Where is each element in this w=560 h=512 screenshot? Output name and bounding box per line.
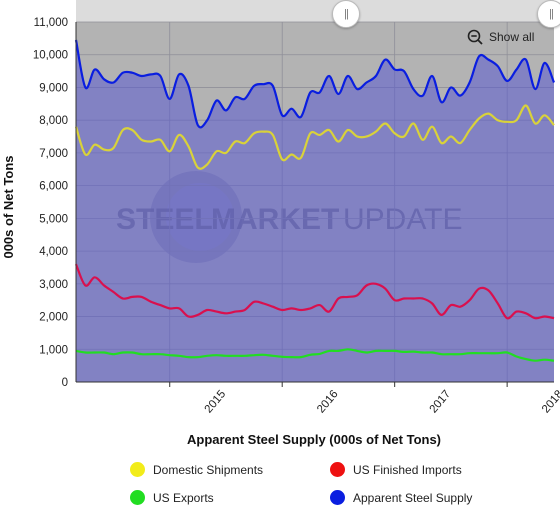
y-tick-label: 7,000 xyxy=(39,148,68,160)
legend-item-domestic-shipments[interactable]: Domestic Shipments xyxy=(130,462,263,477)
legend-color-dot xyxy=(130,462,145,477)
x-tick-label: 2015 xyxy=(203,388,229,415)
series-line-us-finished-imports[interactable] xyxy=(74,263,555,320)
y-tick-label: 3,000 xyxy=(39,279,68,291)
series-line-us-exports[interactable] xyxy=(75,348,555,362)
legend-label: US Exports xyxy=(153,490,214,505)
legend-label: Domestic Shipments xyxy=(153,462,264,477)
series-line-domestic-shipments[interactable] xyxy=(74,104,555,170)
legend-item-apparent-steel-supply[interactable]: Apparent Steel Supply xyxy=(330,490,472,505)
legend-color-dot xyxy=(330,490,345,505)
y-tick-label: 2,000 xyxy=(39,312,68,324)
show-all-button[interactable]: Show all xyxy=(467,29,534,45)
range-selector-band[interactable] xyxy=(76,0,554,22)
x-axis-title: Apparent Steel Supply (000s of Net Tons) xyxy=(187,432,441,447)
zoom-out-icon xyxy=(467,29,483,45)
x-tick-label: 2018 xyxy=(540,388,560,415)
y-tick-label: 6,000 xyxy=(39,181,68,193)
y-tick-label: 0 xyxy=(62,377,68,389)
grip-icon: || xyxy=(344,8,349,20)
y-tick-label: 10,000 xyxy=(33,50,68,62)
legend-color-dot xyxy=(330,462,345,477)
y-axis-ticks: 0 1,000 2,000 3,000 4,000 5,000 6,000 7,000 8,00… xyxy=(33,17,68,389)
y-tick-label: 8,000 xyxy=(39,115,68,127)
y-axis-title: 000s of Net Tons xyxy=(1,155,16,258)
legend-color-dot xyxy=(130,490,145,505)
range-handle-right[interactable]: || xyxy=(537,0,560,28)
show-all-label: Show all xyxy=(489,30,535,44)
grip-icon: || xyxy=(549,8,554,20)
legend-label: US Finished Imports xyxy=(353,462,462,477)
range-handle-left[interactable]: || xyxy=(332,0,360,28)
legend: Domestic Shipments US Finished Imports US … xyxy=(130,462,550,512)
axes xyxy=(75,22,554,383)
y-tick-label: 9,000 xyxy=(39,82,68,94)
legend-item-us-finished-imports[interactable]: US Finished Imports xyxy=(330,462,462,477)
legend-label: Apparent Steel Supply xyxy=(353,490,473,505)
supply-area-fill xyxy=(76,40,554,382)
y-tick-label: 5,000 xyxy=(39,213,68,225)
x-tick-label: 2017 xyxy=(428,388,454,415)
legend-item-us-exports[interactable]: US Exports xyxy=(130,490,214,505)
series-lines xyxy=(74,39,556,382)
series-line-apparent-steel-supply[interactable] xyxy=(74,39,556,129)
y-tick-label: 11,000 xyxy=(34,17,68,29)
y-tick-label: 4,000 xyxy=(39,246,68,258)
x-axis-ticks: 2015 2016 2017 2018 xyxy=(169,382,560,416)
y-tick-label: 1,000 xyxy=(39,344,68,356)
x-tick-label: 2016 xyxy=(315,388,341,415)
